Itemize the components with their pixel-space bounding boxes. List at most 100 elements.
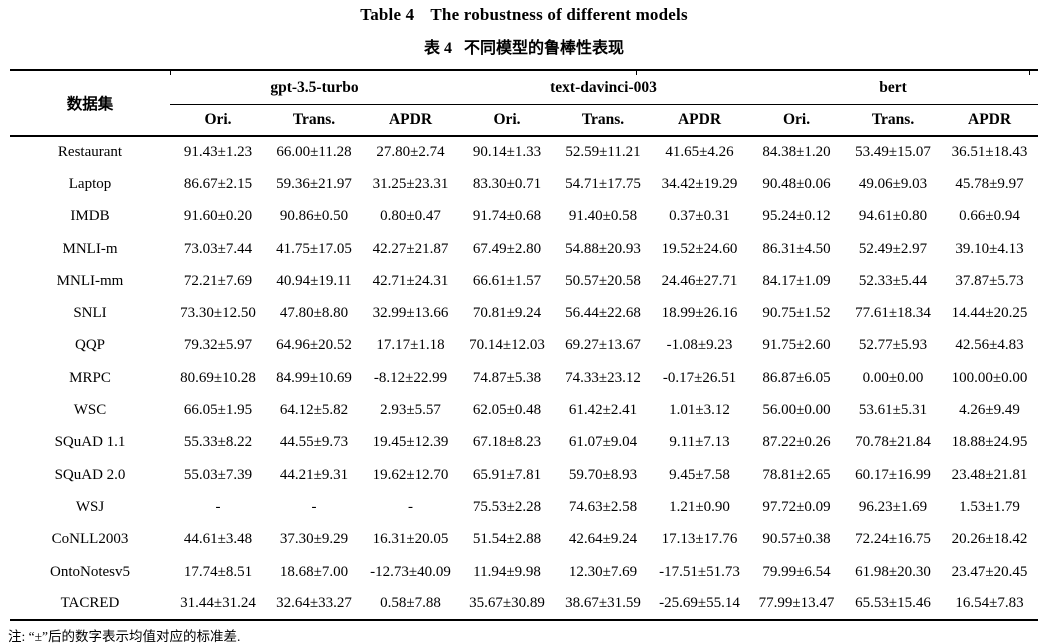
value-cell: 42.71±24.31 xyxy=(372,272,449,289)
dataset-cell: SNLI xyxy=(73,305,107,322)
table-header: 数据集 gpt-3.5-turbo text-davinci-003 bert … xyxy=(10,70,1039,137)
table-row: IMDB 91.60±0.20 90.86±0.50 0.80±0.47 91.74±0… xyxy=(10,201,1038,233)
value-cell: 97.72±0.09 xyxy=(762,498,831,515)
value-cell: 69.27±13.67 xyxy=(565,337,641,354)
value-cell: 18.88±24.95 xyxy=(951,434,1028,451)
value-cell: 52.59±11.21 xyxy=(565,144,641,161)
dataset-cell: CoNLL2003 xyxy=(51,531,129,548)
table-row: QQP 79.32±5.97 64.96±20.52 17.17±1.18 70.14±… xyxy=(10,330,1038,362)
value-cell: 2.93±5.57 xyxy=(380,402,441,419)
value-cell: 61.98±20.30 xyxy=(855,563,931,580)
value-cell: 61.07±9.04 xyxy=(568,434,638,451)
value-cell: 60.17±16.99 xyxy=(855,466,931,483)
value-cell: 90.57±0.38 xyxy=(762,531,831,548)
value-cell: 96.23±1.69 xyxy=(858,498,928,515)
value-cell: 31.25±23.31 xyxy=(372,175,449,192)
value-cell: 40.94±19.11 xyxy=(276,272,352,289)
table-caption-en-label: Table 4 xyxy=(360,5,415,24)
value-cell: 0.37±0.31 xyxy=(669,208,730,225)
value-cell: 19.62±12.70 xyxy=(372,466,449,483)
value-cell: 44.21±9.31 xyxy=(279,466,349,483)
value-cell: 38.67±31.59 xyxy=(565,595,641,612)
value-cell: 54.88±20.93 xyxy=(565,240,641,257)
table-row: MNLI-m 73.03±7.44 41.75±17.05 42.27±21.87 67… xyxy=(10,233,1038,265)
value-cell: 91.60±0.20 xyxy=(183,208,253,225)
value-cell: -25.69±55.14 xyxy=(659,595,740,612)
value-cell: 65.53±15.46 xyxy=(855,595,931,612)
value-cell: 41.65±4.26 xyxy=(665,144,734,161)
value-cell: 24.46±27.71 xyxy=(661,272,738,289)
value-cell: 100.00±0.00 xyxy=(951,369,1028,386)
value-cell: 1.53±1.79 xyxy=(959,498,1020,515)
value-cell: 65.91±7.81 xyxy=(472,466,542,483)
table-row: SQuAD 2.0 55.03±7.39 44.21±9.31 19.62±12.70… xyxy=(10,459,1038,491)
value-cell: 42.56±4.83 xyxy=(955,337,1024,354)
dataset-cell: Laptop xyxy=(68,175,112,192)
value-cell: 52.33±5.44 xyxy=(858,272,928,289)
value-cell: 74.33±23.12 xyxy=(565,369,641,386)
value-cell: 0.00±0.00 xyxy=(862,369,924,386)
value-cell: 11.94±9.98 xyxy=(473,563,541,580)
value-cell: 9.11±7.13 xyxy=(669,434,730,451)
table-row: SNLI 73.30±12.50 47.80±8.80 32.99±13.66 70.8… xyxy=(10,297,1038,329)
table-row: Laptop 86.67±2.15 59.36±21.97 31.25±23.31 83… xyxy=(10,168,1038,200)
value-cell: 59.70±8.93 xyxy=(568,466,638,483)
table-row: SQuAD 1.1 55.33±8.22 44.55±9.73 19.45±12.39… xyxy=(10,427,1038,459)
value-cell: 32.64±33.27 xyxy=(276,595,352,612)
value-cell: 34.42±19.29 xyxy=(661,175,738,192)
value-cell: 35.67±30.89 xyxy=(469,595,545,612)
model-group-header-row: 数据集 gpt-3.5-turbo text-davinci-003 bert xyxy=(10,70,1039,137)
table-body: Restaurant 91.43±1.23 66.00±11.28 27.80±2.7… xyxy=(10,136,1038,620)
value-cell: 53.49±15.07 xyxy=(855,144,931,161)
table-row: MNLI-mm 72.21±7.69 40.94±19.11 42.71±24.31 6… xyxy=(10,265,1038,297)
value-cell: 75.53±2.28 xyxy=(472,498,542,515)
value-cell: 90.75±1.52 xyxy=(762,305,831,322)
value-cell: 0.58±7.88 xyxy=(380,595,441,612)
value-cell: 74.63±2.58 xyxy=(568,498,638,515)
value-cell: 73.03±7.44 xyxy=(183,240,253,257)
value-cell: 37.87±5.73 xyxy=(955,272,1024,289)
value-cell: 0.66±0.94 xyxy=(959,208,1020,225)
value-cell: 36.51±18.43 xyxy=(951,144,1028,161)
value-cell: 20.26±18.42 xyxy=(951,531,1028,548)
value-cell: 0.80±0.47 xyxy=(380,208,441,225)
dataset-cell: IMDB xyxy=(70,208,110,225)
value-cell: 62.05±0.48 xyxy=(472,402,542,419)
value-cell: 54.71±17.75 xyxy=(565,175,641,192)
value-cell: 90.14±1.33 xyxy=(472,144,542,161)
value-cell: 19.45±12.39 xyxy=(372,434,449,451)
value-cell: 9.45±7.58 xyxy=(669,466,730,483)
table-row: WSJ - - - 75.53±2.28 74.63±2.58 1.21±0.90 97.72… xyxy=(10,491,1038,523)
value-cell: 86.87±6.05 xyxy=(762,369,831,386)
value-cell: 80.69±10.28 xyxy=(180,369,256,386)
value-cell: 91.40±0.58 xyxy=(568,208,638,225)
subheader-bert-ori: Ori. xyxy=(748,104,846,137)
value-cell: 86.31±4.50 xyxy=(762,240,831,257)
table-row: CoNLL2003 44.61±3.48 37.30±9.29 16.31±20.05… xyxy=(10,524,1038,556)
value-cell: 66.61±1.57 xyxy=(472,272,542,289)
value-cell: 87.22±0.26 xyxy=(762,434,831,451)
dataset-cell: MNLI-m xyxy=(62,240,118,257)
value-cell: 66.00±11.28 xyxy=(276,144,352,161)
dataset-cell: Restaurant xyxy=(57,144,123,161)
value-cell: 42.64±9.24 xyxy=(568,531,638,548)
value-cell: - xyxy=(311,498,317,515)
value-cell: 94.61±0.80 xyxy=(858,208,928,225)
dataset-cell: SQuAD 2.0 xyxy=(54,466,126,483)
table-footnote: 注: “±”后的数字表示均值对应的标准差. xyxy=(8,629,241,644)
value-cell: 17.13±17.76 xyxy=(661,531,738,548)
value-cell: 32.99±13.66 xyxy=(372,305,449,322)
value-cell: 77.61±18.34 xyxy=(855,305,931,322)
value-cell: 23.48±21.81 xyxy=(951,466,1028,483)
value-cell: 77.99±13.47 xyxy=(758,595,835,612)
value-cell: 73.30±12.50 xyxy=(180,305,256,322)
value-cell: 90.86±0.50 xyxy=(279,208,349,225)
table-caption-zh: 表 4 不同模型的鲁棒性表现 xyxy=(0,34,1048,58)
value-cell: 14.44±20.25 xyxy=(951,305,1028,322)
group-header-text-davinci-003: text-davinci-003 xyxy=(459,70,749,105)
group-header-gpt-3-5-turbo: gpt-3.5-turbo xyxy=(170,70,459,105)
group-header-bert: bert xyxy=(748,70,1039,105)
value-cell: 91.43±1.23 xyxy=(183,144,253,161)
value-cell: 44.61±3.48 xyxy=(183,531,253,548)
value-cell: 53.61±5.31 xyxy=(858,402,928,419)
